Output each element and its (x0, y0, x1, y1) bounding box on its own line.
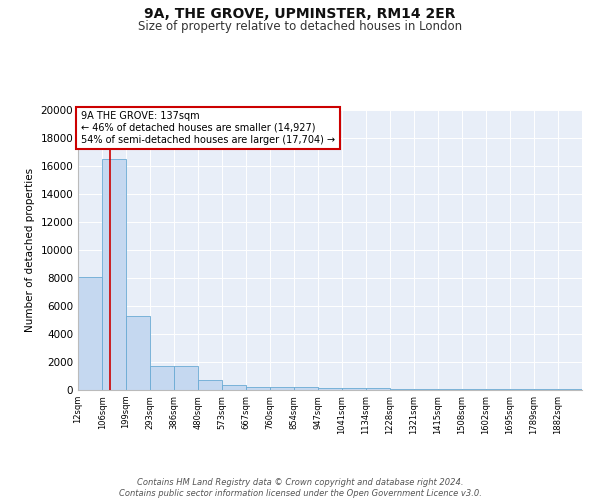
Bar (462, 389, 486, 390)
Bar (366, 388, 390, 390)
Text: 9A THE GROVE: 137sqm
← 46% of detached houses are smaller (14,927)
54% of semi-d: 9A THE GROVE: 137sqm ← 46% of detached h… (80, 112, 335, 144)
Bar (126, 316, 150, 390)
Bar (270, 387, 294, 390)
Y-axis label: Number of detached properties: Number of detached properties (25, 168, 35, 332)
Bar (150, 366, 174, 390)
Bar (246, 386, 270, 390)
Text: Contains HM Land Registry data © Crown copyright and database right 2024.
Contai: Contains HM Land Registry data © Crown c… (119, 478, 481, 498)
Bar (78, 276, 102, 390)
Bar (342, 388, 366, 390)
Text: 9A, THE GROVE, UPMINSTER, RM14 2ER: 9A, THE GROVE, UPMINSTER, RM14 2ER (144, 8, 456, 22)
Text: Size of property relative to detached houses in London: Size of property relative to detached ho… (138, 20, 462, 33)
Bar (390, 388, 414, 390)
Bar (102, 159, 126, 390)
Bar (438, 389, 462, 390)
Bar (174, 366, 198, 390)
Bar (222, 385, 246, 390)
Bar (414, 388, 438, 390)
Bar (198, 380, 222, 390)
Bar (318, 388, 342, 390)
Bar (486, 389, 510, 390)
Bar (294, 388, 318, 390)
